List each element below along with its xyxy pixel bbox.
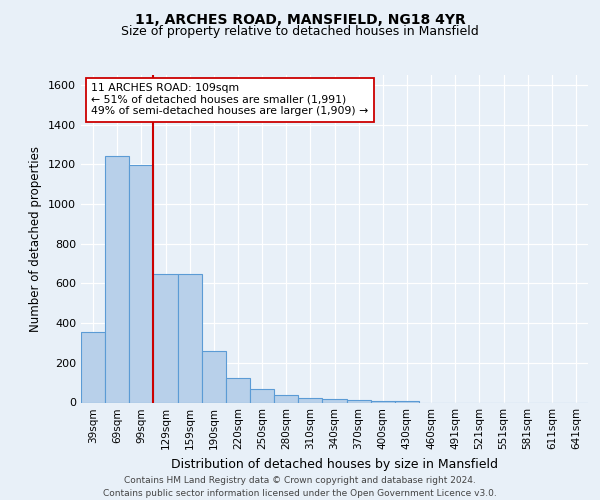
Text: Contains HM Land Registry data © Crown copyright and database right 2024.
Contai: Contains HM Land Registry data © Crown c…: [103, 476, 497, 498]
Bar: [226, 378, 250, 402]
Bar: [81, 332, 105, 402]
Bar: [347, 400, 371, 402]
Bar: [250, 388, 274, 402]
Bar: [202, 351, 226, 403]
X-axis label: Distribution of detached houses by size in Mansfield: Distribution of detached houses by size …: [171, 458, 498, 471]
Y-axis label: Number of detached properties: Number of detached properties: [29, 146, 43, 332]
Text: Size of property relative to detached houses in Mansfield: Size of property relative to detached ho…: [121, 25, 479, 38]
Bar: [371, 400, 395, 402]
Bar: [322, 399, 347, 402]
Bar: [129, 166, 154, 402]
Bar: [274, 394, 298, 402]
Bar: [395, 400, 419, 402]
Bar: [105, 156, 129, 402]
Bar: [178, 274, 202, 402]
Text: 11 ARCHES ROAD: 109sqm
← 51% of detached houses are smaller (1,991)
49% of semi-: 11 ARCHES ROAD: 109sqm ← 51% of detached…: [91, 83, 368, 116]
Bar: [154, 274, 178, 402]
Text: 11, ARCHES ROAD, MANSFIELD, NG18 4YR: 11, ARCHES ROAD, MANSFIELD, NG18 4YR: [134, 12, 466, 26]
Bar: [298, 398, 322, 402]
